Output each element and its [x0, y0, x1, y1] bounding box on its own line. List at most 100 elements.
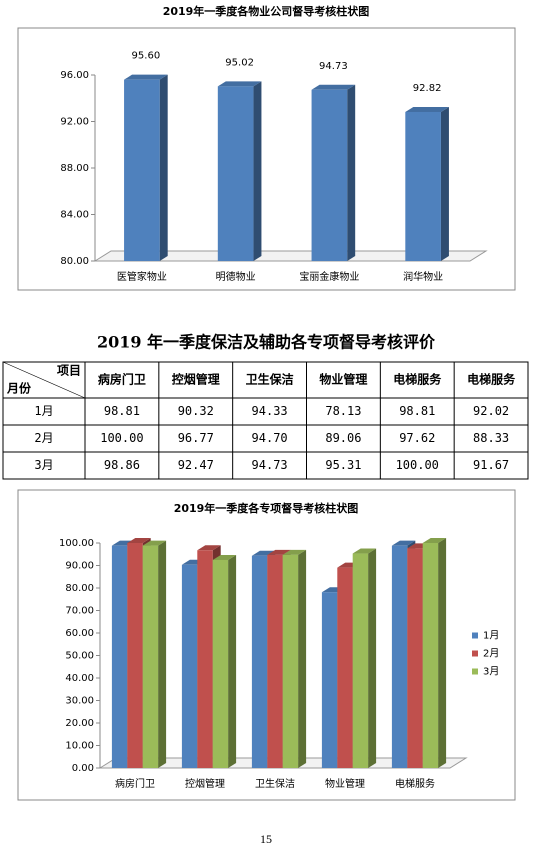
y-tick-label: 80.00 [60, 256, 89, 267]
value-label: 92.82 [413, 83, 442, 94]
y-tick-label: 10.00 [65, 741, 94, 752]
chart-title: 2019年一季度各物业公司督导考核柱状图 [163, 4, 370, 18]
table-cell: 94.73 [252, 458, 288, 472]
table-cell: 94.70 [252, 431, 288, 445]
column-header: 物业管理 [319, 372, 367, 387]
bar-side [438, 538, 447, 768]
bar-side [228, 554, 237, 768]
bar-top [267, 549, 291, 555]
bar-top [311, 84, 356, 90]
bar [407, 548, 423, 768]
bar-top [124, 74, 168, 80]
y-tick-label: 20.00 [65, 718, 94, 729]
table-cell: 96.77 [178, 431, 214, 445]
x-tick-label: 宝丽金康物业 [299, 270, 359, 283]
x-tick-label: 明德物业 [216, 270, 256, 283]
bar-top [352, 548, 377, 554]
y-tick-label: 84.00 [60, 210, 89, 221]
value-label: 95.60 [132, 51, 161, 62]
column-header: 电梯服务 [467, 372, 516, 387]
y-tick-label: 0.00 [72, 763, 94, 774]
bar-side [158, 540, 167, 768]
table-cell: 92.02 [473, 404, 509, 418]
table-border [2, 361, 529, 480]
table-cell: 91.67 [473, 458, 509, 472]
x-tick-label: 润华物业 [403, 270, 443, 283]
bar [124, 79, 160, 262]
bar [391, 545, 408, 768]
bar [422, 543, 439, 768]
y-tick-label: 80.00 [65, 583, 94, 594]
x-tick-label: 病房门卫 [115, 777, 155, 790]
bar-side [440, 106, 449, 261]
value-label: 94.73 [319, 61, 348, 72]
table-cell: 88.33 [473, 431, 509, 445]
table-cell: 100.00 [100, 431, 143, 445]
y-tick-label: 96.00 [60, 70, 89, 81]
table-cell: 78.13 [325, 404, 361, 418]
legend-label: 1月 [483, 630, 499, 642]
corner-header: 项目 [57, 364, 81, 378]
x-tick-label: 医管家物业 [117, 270, 167, 283]
column-header: 控烟管理 [172, 372, 220, 387]
bar-side [253, 81, 262, 261]
table-cell: 89.06 [325, 431, 361, 445]
column-header: 卫生保洁 [246, 372, 294, 387]
bar [321, 592, 338, 768]
bar [127, 543, 143, 768]
table-cell: 94.33 [252, 404, 288, 418]
value-label: 95.02 [225, 57, 254, 68]
table-cell: 98.81 [399, 404, 435, 418]
legend-swatch [472, 632, 478, 639]
x-tick-label: 控烟管理 [185, 777, 225, 790]
row-header: 2月 [34, 431, 53, 445]
y-tick-label: 92.00 [60, 117, 89, 128]
row-header: 3月 [34, 458, 53, 472]
bar [352, 553, 369, 768]
bar-top [282, 549, 307, 555]
legend-swatch [472, 668, 478, 675]
bar [282, 554, 299, 768]
bar [337, 567, 353, 768]
bar-top [212, 554, 237, 560]
y-tick-label: 60.00 [65, 628, 94, 639]
bar-top [127, 538, 151, 543]
table-title: 2019 年一季度保洁及辅助各专项督导考核评价 [97, 333, 436, 352]
y-tick-label: 90.00 [65, 561, 94, 572]
bar-top [405, 106, 449, 112]
y-tick-label: 70.00 [65, 606, 94, 617]
bar [217, 86, 254, 261]
bar-top [391, 540, 416, 546]
page-number: 15 [260, 832, 272, 846]
legend-swatch [472, 650, 478, 657]
bar [142, 545, 159, 768]
chart-frame [17, 27, 516, 291]
bar-top [251, 550, 276, 556]
bar [197, 550, 213, 768]
chart-frame [17, 489, 516, 801]
table-cell: 98.81 [104, 404, 140, 418]
y-tick-label: 30.00 [65, 696, 94, 707]
column-header: 电梯服务 [393, 372, 442, 387]
bar-side [368, 548, 377, 768]
table-cell: 90.32 [178, 404, 214, 418]
y-tick-label: 100.00 [59, 538, 94, 549]
row-header: 1月 [34, 404, 53, 418]
bar-side [347, 84, 356, 261]
x-tick-label: 物业管理 [325, 777, 365, 790]
bar [181, 564, 198, 768]
y-tick-label: 88.00 [60, 163, 89, 174]
bar [267, 554, 283, 768]
bar-top [142, 540, 167, 546]
bar [111, 545, 128, 768]
corner-header: 月份 [6, 381, 32, 396]
bar-side [159, 74, 168, 262]
bar-top [217, 81, 262, 87]
legend-label: 3月 [483, 666, 499, 678]
bar-top [197, 545, 221, 551]
table-diagonal [2, 361, 86, 399]
y-tick-label: 40.00 [65, 673, 94, 684]
y-tick-label: 50.00 [65, 651, 94, 662]
table-cell: 100.00 [396, 458, 439, 472]
